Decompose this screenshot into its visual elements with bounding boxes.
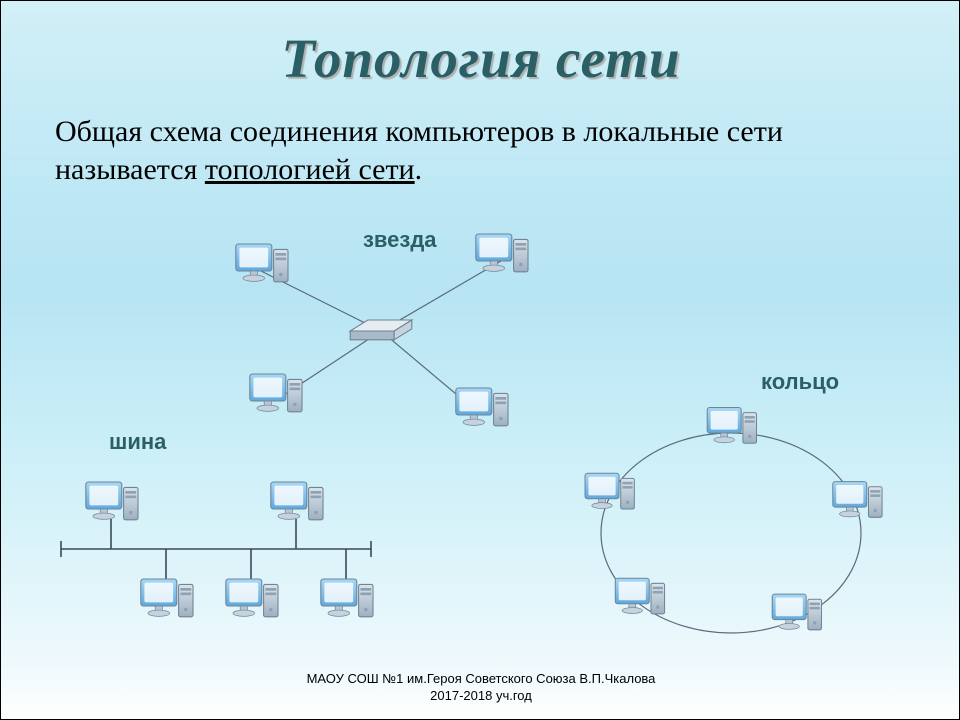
bus-topology [61,482,373,617]
ring-node-0 [707,408,756,444]
ring-node-3 [615,578,664,614]
star-node-0 [236,244,288,282]
bus-node-bottom-2 [321,579,373,617]
topology-diagrams [1,1,960,720]
bus-node-top-1 [271,482,323,520]
bus-node-bottom-0 [141,579,193,617]
star-node-2 [456,388,508,426]
footer: МАОУ СОШ №1 им.Героя Советского Союза В.… [1,670,960,705]
ring-node-1 [833,482,882,518]
bus-node-bottom-1 [226,579,278,617]
ring-node-2 [772,594,821,630]
ring-node-4 [585,473,634,509]
star-node-1 [476,234,528,272]
footer-line-1: МАОУ СОШ №1 им.Героя Советского Союза В.… [307,671,656,686]
hub-icon [350,320,412,340]
bus-node-top-0 [86,482,138,520]
ring-topology [585,408,882,634]
star-node-3 [250,374,302,412]
star-topology [236,234,528,426]
footer-line-2: 2017-2018 уч.год [430,688,532,703]
slide: Топология сети Общая схема соединения ко… [0,0,960,720]
